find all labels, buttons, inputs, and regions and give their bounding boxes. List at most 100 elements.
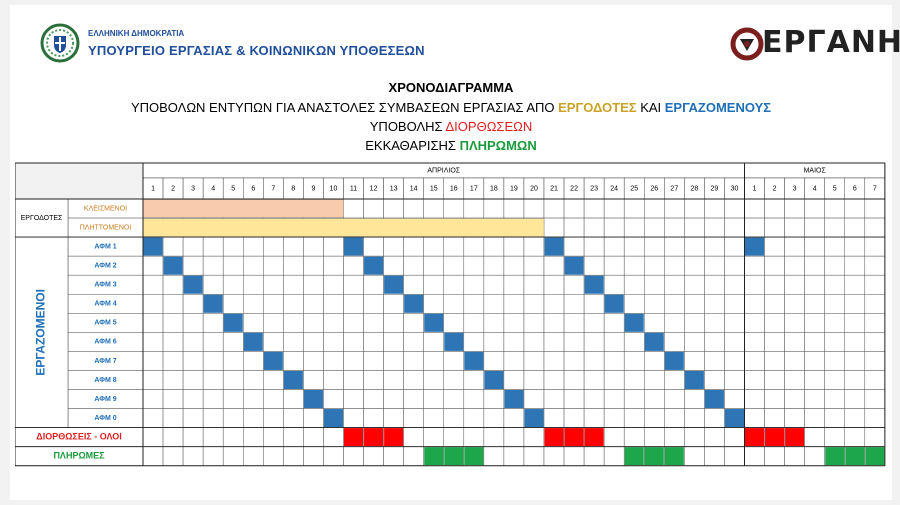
grid-cell — [463, 332, 485, 352]
subtitle-3-payments: ΠΛΗΡΩΜΩΝ — [459, 138, 537, 153]
grid-cell — [323, 446, 344, 466]
grid-cell — [463, 427, 485, 447]
grid-cell — [824, 294, 846, 314]
employers-label-cell — [15, 198, 69, 238]
grid-cell — [824, 389, 846, 409]
ergani-logo: ΕΡΓΑΝΗ — [730, 25, 900, 65]
grid-cell — [323, 255, 344, 276]
grid-cell — [503, 198, 525, 219]
grid-cell — [263, 236, 284, 257]
grid-cell — [383, 255, 404, 276]
grid-cell — [724, 332, 745, 352]
grid-cell — [463, 313, 485, 333]
grid-cell — [623, 370, 645, 390]
grid-cell — [864, 313, 886, 333]
grid-cell — [603, 274, 625, 295]
grid-cell — [704, 274, 725, 295]
day-number-label: 26 — [650, 185, 658, 192]
grid-cell — [182, 427, 204, 447]
grid-cell — [664, 313, 685, 333]
grid-cell — [804, 217, 825, 238]
grid-cell — [383, 332, 404, 352]
grid-cell — [503, 294, 525, 314]
grid-cell — [704, 427, 725, 447]
grid-cell — [764, 351, 785, 371]
grid-cell — [844, 408, 866, 428]
worker-submission-mark — [283, 370, 303, 389]
grid-cell — [583, 351, 605, 371]
grid-cell — [463, 370, 485, 390]
payments-mark — [644, 447, 664, 466]
grid-cell — [202, 351, 224, 371]
grid-cell — [684, 294, 705, 314]
grid-cell — [523, 427, 545, 447]
subtitle-2-corrections: ΔΙΟΡΘΩΣΕΩΝ — [445, 119, 533, 134]
worker-submission-mark — [484, 370, 504, 389]
worker-row-label: ΑΦΜ 2 — [94, 263, 116, 270]
grid-cell — [804, 446, 825, 466]
grid-cell — [343, 198, 364, 219]
grid-cell — [644, 427, 665, 447]
grid-cell — [744, 370, 765, 390]
worker-row-label: ΑΦΜ 6 — [94, 339, 116, 346]
grid-cell — [162, 370, 184, 390]
grid-cell — [243, 274, 264, 295]
day-number-label: 18 — [490, 185, 498, 192]
grid-cell — [543, 351, 565, 371]
grid-cell — [824, 427, 846, 447]
grid-cell — [483, 408, 505, 428]
grid-cell — [243, 408, 264, 428]
grid-cell — [664, 217, 685, 238]
grid-cell — [644, 217, 665, 238]
grid-cell — [303, 255, 324, 276]
grid-cell — [804, 294, 825, 314]
worker-submission-mark — [323, 409, 343, 428]
grid-cell — [804, 313, 825, 333]
grid-cell — [263, 389, 284, 409]
grid-cell — [222, 255, 244, 276]
grid-cell — [764, 370, 785, 390]
grid-cell — [263, 370, 284, 390]
day-number-label: 22 — [570, 185, 578, 192]
grid-cell — [644, 294, 665, 314]
grid-cell — [704, 198, 725, 219]
grid-cell — [343, 294, 364, 314]
grid-cell — [303, 370, 324, 390]
grid-cell — [724, 370, 745, 390]
grid-cell — [503, 408, 525, 428]
grid-cell — [403, 370, 424, 390]
day-number-label: 23 — [590, 185, 598, 192]
day-number-label: 9 — [311, 185, 315, 192]
grid-cell — [664, 198, 685, 219]
grid-cell — [403, 274, 424, 295]
grid-cell — [603, 198, 625, 219]
grid-cell — [744, 389, 765, 409]
grid-cell — [343, 389, 364, 409]
grid-cell — [142, 408, 164, 428]
month-label: ΑΠΡΙΛΙΟΣ — [427, 167, 460, 174]
titles-block: ΧΡΟΝΟΔΙΑΓΡΑΜΜΑ ΥΠΟΒΟΛΩΝ ΕΝΤΥΠΩΝ ΓΙΑ ΑΝΑΣ… — [10, 78, 892, 155]
grid-cell — [523, 446, 545, 466]
grid-cell — [383, 351, 404, 371]
day-number-label: 7 — [873, 185, 877, 192]
grid-cell — [142, 274, 164, 295]
grid-cell — [263, 408, 284, 428]
day-number-label: 2 — [773, 185, 777, 192]
grid-cell — [202, 408, 224, 428]
grid-cell — [202, 389, 224, 409]
day-number-label: 10 — [330, 185, 338, 192]
worker-submission-mark — [664, 351, 684, 370]
grid-cell — [583, 332, 605, 352]
grid-cell — [283, 274, 304, 295]
grid-cell — [363, 332, 384, 352]
employers-group-label: ΕΡΓΟΔΟΤΕΣ — [21, 215, 63, 222]
grid-cell — [844, 217, 866, 238]
ministry-country-text: ΕΛΛΗΝΙΚΗ ΔΗΜΟΚΡΑΤΙΑ — [88, 29, 185, 38]
grid-cell — [824, 313, 846, 333]
grid-cell — [243, 236, 264, 257]
grid-cell — [563, 332, 585, 352]
subtitle-2-part-a: ΥΠΟΒΟΛΗΣ — [369, 119, 446, 134]
grid-cell — [222, 446, 244, 466]
subtitle-1-workers: ΕΡΓΑΖΟΜΕΝΟΥΣ — [664, 100, 772, 115]
grid-cell — [283, 236, 304, 257]
